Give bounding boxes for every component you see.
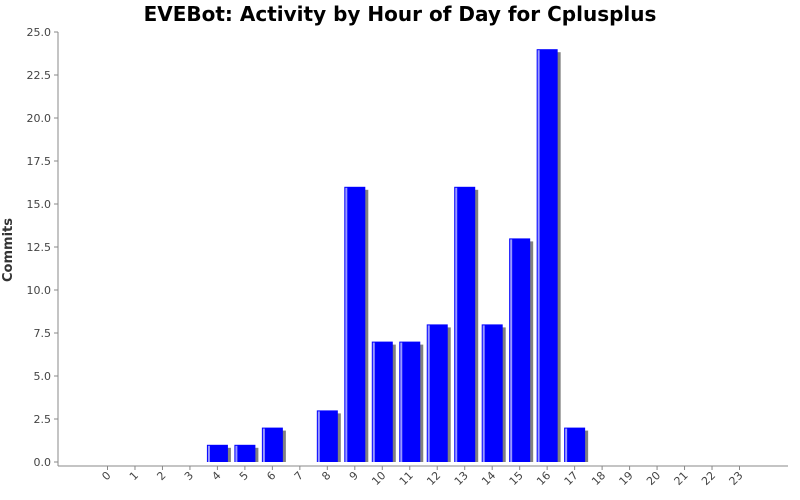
y-tick-label: 25.0 [27,26,52,39]
x-tick-label: 0 [99,469,113,483]
bar-hour-6 [261,427,283,462]
x-tick-label: 1 [127,469,141,483]
x-tick-label: 13 [452,469,471,488]
x-tick-label: 7 [292,469,306,483]
bar-highlight [235,445,238,462]
bar-hour-10 [371,341,393,462]
bar-hour-11 [399,341,421,462]
bar-highlight [510,239,513,462]
bar-hour-12 [426,324,448,462]
y-axis: 0.0 2.5 5.0 7.5 10.0 12.5 15.0 17.5 20.0 22.5 25.0 [27,26,59,469]
y-tick-label: 12.5 [27,241,52,254]
x-tick-label: 8 [319,469,333,483]
y-tick-label: 7.5 [34,327,52,340]
bar-highlight [400,342,403,462]
bars [206,49,589,463]
x-tick-label: 23 [727,469,746,488]
x-tick-label: 10 [369,469,388,488]
chart-title: EVEBot: Activity by Hour of Day for Cplu… [143,2,657,26]
x-tick-label: 14 [479,469,498,488]
bar-hour-14 [481,324,503,462]
y-axis-title: Commits [1,218,16,282]
bar-highlight [427,325,430,462]
x-tick-label: 5 [237,469,251,483]
y-tick-label: 15.0 [27,198,52,211]
x-tick-label: 20 [644,469,663,488]
bar-hour-16 [536,49,558,462]
bar-highlight [345,187,348,463]
x-tick-label: 16 [534,469,553,488]
x-tick-label: 19 [617,469,636,488]
y-tick-label: 20.0 [27,112,52,125]
bar-highlight [537,50,540,462]
x-tick-label: 2 [154,469,168,483]
y-tick-label: 10.0 [27,284,52,297]
bar-hour-8 [316,410,338,462]
x-tick-label: 9 [347,469,361,483]
bar-highlight [262,428,265,462]
bar-highlight [482,325,485,462]
bar-highlight [565,428,568,462]
y-tick-label: 5.0 [34,370,52,383]
x-tick-label: 4 [209,469,223,483]
bar-hour-17 [564,427,586,462]
x-axis: 0 1 2 3 4 5 6 7 8 9 10 11 12 13 14 15 16 17 18 19 20 21 22 23 [58,465,788,488]
x-tick-label: 15 [507,469,526,488]
bar-hour-15 [509,238,531,462]
bar-hour-13 [454,186,476,463]
x-tick-label: 22 [699,469,718,488]
bar-highlight [455,187,458,463]
bar-hour-9 [344,186,366,463]
x-tick-label: 21 [672,469,691,488]
x-tick-label: 12 [424,469,443,488]
x-tick-label: 3 [182,469,196,483]
y-tick-label: 2.5 [34,413,52,426]
x-tick-label: 17 [562,469,581,488]
bar-hour-5 [234,444,256,462]
bar-highlight [207,445,210,462]
x-tick-label: 11 [397,469,416,488]
x-tick-label: 6 [264,469,278,483]
bar-highlight [317,411,320,462]
y-tick-label: 17.5 [27,155,52,168]
y-tick-label: 0.0 [34,456,52,469]
bar-hour-4 [206,444,228,462]
y-tick-label: 22.5 [27,69,52,82]
x-tick-label: 18 [589,469,608,488]
bar-highlight [372,342,375,462]
